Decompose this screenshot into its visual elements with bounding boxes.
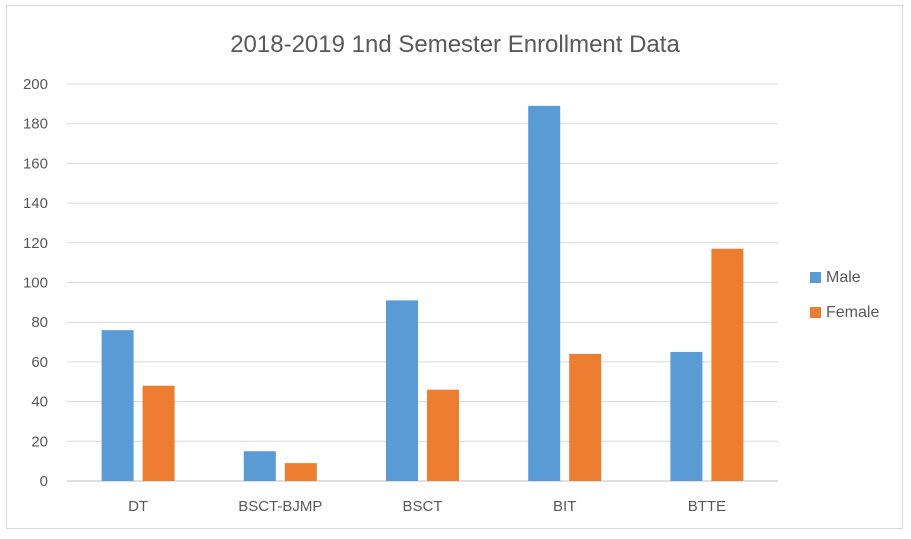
x-tick-label: BTTE [688, 498, 726, 515]
bars [101, 105, 744, 482]
bar-female-bit [569, 353, 602, 481]
y-tick-label: 60 [31, 354, 48, 371]
bar-male-btte [670, 351, 703, 481]
x-tick-label: BIT [553, 498, 576, 515]
y-tick-label: 80 [31, 314, 48, 331]
legend-swatch-male [810, 272, 821, 283]
y-tick-label: 140 [23, 195, 48, 212]
x-tick-label: DT [128, 498, 148, 515]
y-tick-label: 40 [31, 394, 48, 411]
x-tick-label: BSCT [402, 498, 442, 515]
bar-female-bsct [427, 389, 459, 481]
bar-male-bsct-bjmp [243, 451, 276, 481]
x-axis-ticks: DT BSCT-BJMP BSCT BIT BTTE [128, 498, 726, 515]
legend-swatch-female [810, 307, 821, 318]
bar-female-dt [142, 385, 175, 481]
gridlines [67, 83, 778, 482]
y-tick-label: 0 [40, 473, 48, 490]
y-tick-label: 20 [31, 433, 48, 450]
bar-male-bsct [386, 300, 418, 481]
bar-male-dt [101, 330, 134, 481]
legend: Male Female [810, 269, 879, 321]
y-tick-label: 100 [23, 275, 48, 292]
legend-label-male: Male [826, 269, 861, 286]
y-tick-label: 160 [23, 155, 48, 172]
bar-male-bit [528, 105, 561, 482]
chart-title: 2018-2019 1nd Semester Enrollment Data [230, 31, 680, 58]
y-tick-label: 120 [23, 235, 48, 252]
bar-female-btte [711, 248, 744, 481]
legend-label-female: Female [826, 304, 879, 321]
y-tick-label: 180 [23, 116, 48, 133]
bar-female-bsct-bjmp [284, 463, 317, 481]
x-tick-label: BSCT-BJMP [238, 498, 322, 515]
y-axis-ticks: 0 20 40 60 80 100 120 140 160 180 200 [23, 76, 48, 490]
y-tick-label: 200 [23, 76, 48, 93]
